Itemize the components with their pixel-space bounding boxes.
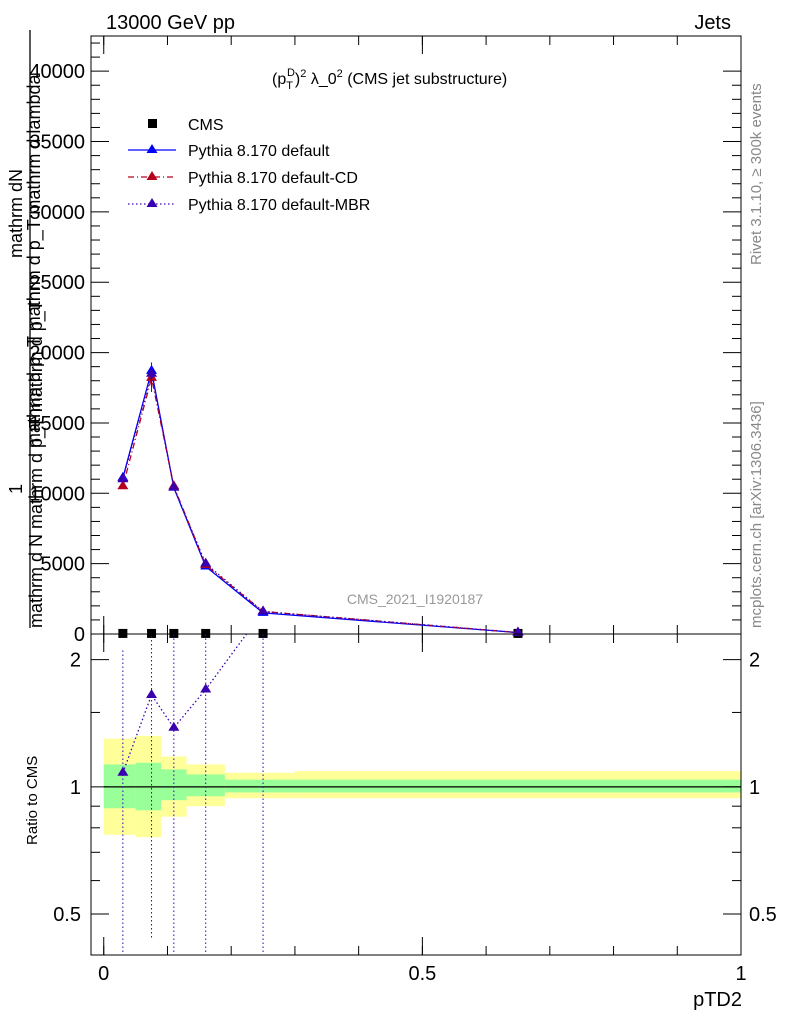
watermark: CMS_2021_I1920187	[347, 591, 483, 607]
ratio-ytick-label-right: 2	[749, 650, 760, 672]
ylabel-mid: mathrm d p_T mathrm d p_T mathrm d lambd…	[24, 74, 45, 448]
legend: CMS Pythia 8.170 default Pythia 8.170 de…	[128, 117, 370, 214]
cms-point	[201, 628, 211, 638]
ratio-point	[200, 683, 212, 693]
main-ytick-label: 25000	[29, 272, 85, 294]
main-ytick-label: 5000	[41, 554, 86, 576]
legend-cms-marker	[148, 119, 157, 128]
main-ytick-label: 30000	[29, 202, 85, 224]
ratio-xtick-label: 0	[98, 963, 109, 985]
legend-cd-label: Pythia 8.170 default-CD	[188, 170, 358, 187]
ylabel-frac-one: 1	[6, 484, 26, 494]
ratio-ytick-label-right: 1	[749, 777, 760, 799]
main-title-lambda: λ_0	[306, 71, 336, 88]
main-ytick-label: 20000	[29, 343, 85, 365]
main-panel: 0 5000 10000 15000 20000 25000 30000 35000 40000	[29, 35, 742, 646]
legend-cd-marker	[146, 171, 158, 180]
ylabel-bottom: mathrm d N mathrm d p_T mathrm d p_T	[26, 300, 47, 628]
mcplots-label: mcplots.cern.ch [arXiv:1306.3436]	[748, 401, 765, 628]
header-left: 13000 GeV pp	[106, 12, 235, 34]
ratio-ytick-label: 1	[70, 777, 81, 799]
main-ytick-label: 35000	[29, 132, 85, 154]
ratio-frame	[90, 633, 742, 956]
main-title-d-sup: D	[287, 67, 295, 79]
main-title-body: )	[295, 71, 300, 88]
series-line-3	[122, 373, 519, 634]
header-right: Jets	[694, 12, 731, 34]
series-point-3	[117, 473, 129, 483]
legend-cms-label: CMS	[188, 117, 224, 134]
ratio-xtick-label: 1	[735, 963, 746, 985]
legend-mbr-marker	[146, 198, 158, 207]
cms-point	[169, 628, 179, 638]
ylabel-top: mathrm dN	[6, 169, 26, 258]
series-point-3	[200, 557, 212, 567]
ratio-ytick-label: 2	[70, 650, 81, 672]
ratio-ytick-label: 0.5	[53, 904, 81, 926]
ratio-point	[117, 766, 129, 776]
main-title-sq2: 2	[337, 68, 343, 80]
series-point-3	[512, 626, 524, 636]
main-title-pt-sub: T	[286, 80, 293, 92]
green-band	[186, 774, 225, 797]
ratio-xtick-label: 0.5	[408, 963, 436, 985]
ratio-ylabel: Ratio to CMS	[24, 756, 41, 845]
ratio-series-group	[117, 634, 264, 955]
main-title: (pTD)2 λ_02 (CMS jet substructure)	[272, 67, 507, 92]
green-band	[294, 779, 741, 793]
legend-default-label: Pythia 8.170 default	[188, 143, 330, 160]
main-title-sq1: 2	[300, 68, 306, 80]
cms-point	[258, 628, 268, 638]
main-ytick-label: 10000	[29, 483, 85, 505]
ratio-point	[168, 721, 180, 731]
ratio-ytick-label-right: 0.5	[749, 904, 777, 926]
ratio-panel: 0.5 0.5 1 1 2 2 0 0.5 1	[53, 633, 777, 985]
ratio-point	[146, 688, 158, 698]
ratio-line	[122, 634, 248, 773]
rivet-label: Rivet 3.1.10, ≥ 300k events	[748, 83, 765, 265]
cms-point	[118, 628, 128, 638]
series-point-2	[117, 480, 129, 490]
series-point-3	[257, 605, 269, 615]
main-ytick-label: 40000	[29, 61, 85, 83]
series-line-1	[122, 370, 519, 634]
green-band	[224, 779, 295, 793]
main-ylabel: mathrm dN mathrm d p_T mathrm d p_T math…	[6, 30, 47, 628]
x-axis-label: pTD2	[693, 989, 742, 1011]
main-ytick-label: 0	[74, 624, 85, 646]
legend-default-marker	[146, 144, 158, 153]
cms-point	[147, 628, 157, 638]
main-title-rest: (CMS jet substructure)	[343, 71, 507, 88]
series-point-3	[168, 481, 180, 491]
series-line-2	[122, 377, 519, 634]
legend-mbr-label: Pythia 8.170 default-MBR	[188, 197, 370, 214]
main-ytick-label: 15000	[29, 413, 85, 435]
